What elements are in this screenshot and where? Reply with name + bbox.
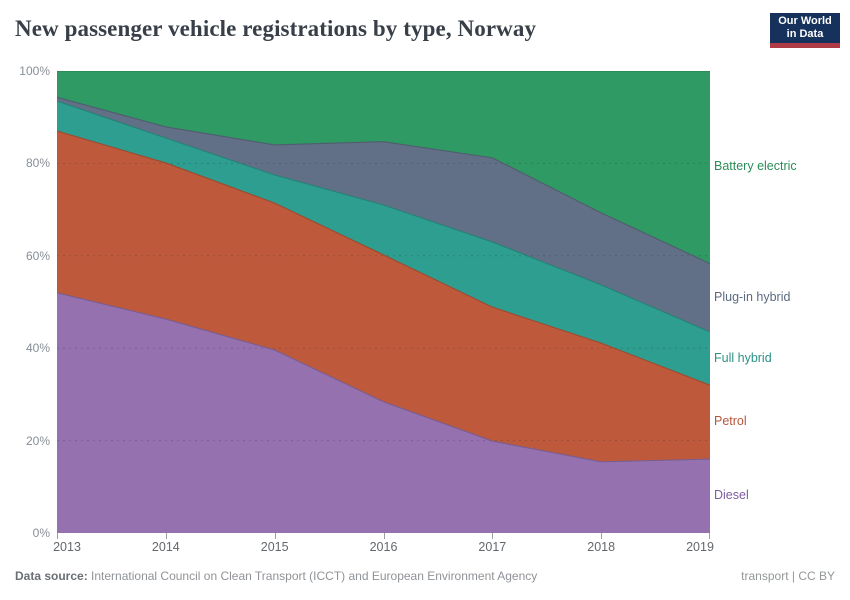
y-axis-label-40: 40% [25,341,50,356]
owid-logo[interactable]: Our World in Data [770,13,840,48]
boundary-diesel [57,292,710,463]
legend-label-battery-electric[interactable]: Battery electric [714,159,797,174]
x-axis-label-2015: 2015 [260,540,289,554]
x-axis-tick-2014 [165,533,167,539]
footer: Data source: International Council on Cl… [15,569,835,583]
x-axis-tick-2016 [383,533,385,539]
y-axis-label-60: 60% [25,248,50,263]
y-axis-label-80: 80% [25,156,50,171]
x-axis-label-2014: 2014 [151,540,180,554]
data-source-label: Data source: [15,569,88,583]
x-axis-label-2019: 2019 [686,540,714,554]
x-axis-tick-2017 [492,533,494,539]
owid-logo-accent-bar [770,43,840,48]
x-axis-label-2013: 2013 [53,540,81,554]
boundary-full-hybrid [57,100,710,333]
x-axis-label-2018: 2018 [587,540,616,554]
footer-license[interactable]: transport | CC BY [741,569,835,583]
area-diesel[interactable] [57,292,710,533]
y-axis-label-100: 100% [19,64,50,78]
owid-logo-box: Our World in Data [770,13,840,43]
data-source-text: International Council on Clean Transport… [87,569,538,583]
x-axis-label-2016: 2016 [369,540,398,554]
y-axis-label-0: 0% [32,526,50,540]
data-source: Data source: International Council on Cl… [15,569,537,583]
x-axis-tick-2013 [57,533,58,539]
area-battery-electric[interactable] [57,71,710,264]
chart-title: New passenger vehicle registrations by t… [15,16,537,41]
plot-area [57,71,710,533]
x-axis-tick-2015 [274,533,276,539]
owid-logo-line2: in Data [786,28,824,40]
x-axis-label-2017: 2017 [478,540,507,554]
legend-label-plug-in-hybrid[interactable]: Plug-in hybrid [714,289,791,304]
owid-logo-line1: Our World [778,15,832,28]
area-full-hybrid[interactable] [57,101,710,386]
x-axis-tick-2019 [709,533,710,539]
legend-label-petrol[interactable]: Petrol [714,414,747,429]
boundary-petrol [57,130,710,386]
stacked-area-chart [57,71,710,533]
x-axis-tick-2018 [601,533,603,539]
legend-label-full-hybrid[interactable]: Full hybrid [714,350,772,365]
y-axis-label-20: 20% [25,433,50,448]
legend-label-diesel[interactable]: Diesel [714,488,749,503]
boundary-plug-in-hybrid [57,96,710,265]
area-petrol[interactable] [57,131,710,462]
